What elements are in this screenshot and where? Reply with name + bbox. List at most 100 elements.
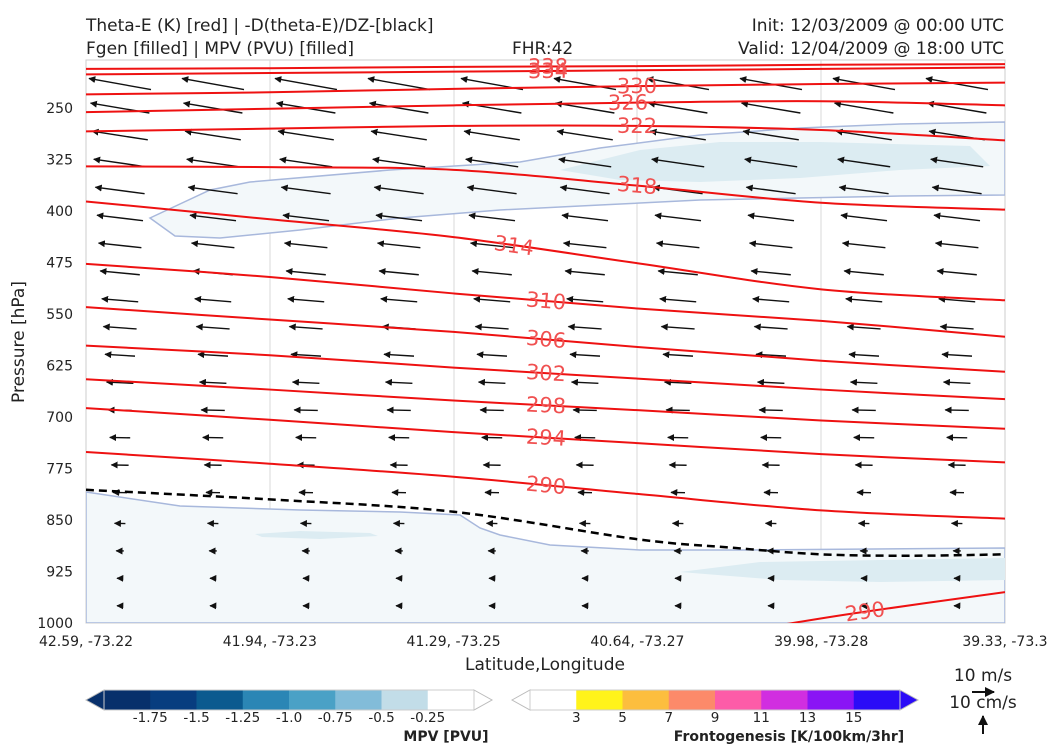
wind-vector bbox=[198, 378, 227, 386]
wind-vector bbox=[750, 268, 791, 276]
colorbar-tick-label: 9 bbox=[711, 710, 720, 726]
theta-e-contour-334 bbox=[86, 66, 1005, 76]
colorbar-tick-label: 7 bbox=[664, 710, 673, 726]
colorbar-tick-label: -1.25 bbox=[225, 710, 260, 726]
colorbar-swatch bbox=[242, 690, 290, 710]
wind-vector bbox=[747, 212, 795, 222]
wind-vector bbox=[742, 128, 799, 141]
wind-key: 10 m/s 10 cm/s bbox=[949, 666, 1017, 734]
colorbar-swatch bbox=[668, 690, 716, 710]
wind-vector bbox=[1030, 271, 1050, 275]
theta-e-contour-290 bbox=[786, 591, 1005, 623]
wind-vector bbox=[657, 268, 698, 276]
wind-vector bbox=[745, 184, 796, 195]
wind-vector bbox=[655, 240, 700, 249]
wind-vector bbox=[939, 323, 974, 331]
wind-vector bbox=[936, 268, 977, 276]
x-axis-ticks: 42.59, -73.22 41.94, -73.23 41.29, -73.25 4… bbox=[39, 634, 1048, 650]
wind-vector bbox=[662, 351, 694, 359]
wind-vector bbox=[848, 351, 880, 359]
wind-vector bbox=[942, 378, 971, 386]
theta-e-contour-310 bbox=[86, 262, 1005, 338]
y-tick-label: 625 bbox=[46, 359, 73, 375]
wind-vector bbox=[562, 240, 607, 249]
theta-e-contour-label: 314 bbox=[492, 231, 535, 260]
wind-vector bbox=[469, 240, 514, 249]
wind-vector bbox=[841, 240, 886, 249]
colorbar-tick-label: 3 bbox=[572, 710, 581, 726]
theta-e-contour-label: 290 bbox=[525, 472, 567, 500]
colorbar-frame bbox=[103, 689, 475, 711]
wind-vector bbox=[96, 212, 144, 222]
colorbar-swatch bbox=[335, 690, 382, 710]
init-time: Init: 12/03/2009 @ 00:00 UTC bbox=[752, 16, 1004, 36]
wind-vector bbox=[105, 378, 134, 386]
wind-vector bbox=[97, 240, 142, 249]
wind-vector bbox=[835, 128, 892, 141]
theta-e-contour-label: 318 bbox=[616, 172, 658, 199]
wind-vector bbox=[838, 184, 889, 195]
colorbar-swatch bbox=[576, 690, 623, 710]
wind-vector bbox=[1024, 159, 1050, 167]
wind-vector bbox=[104, 351, 136, 359]
y-tick-label: 475 bbox=[46, 256, 73, 272]
y-tick-label: 550 bbox=[46, 307, 73, 323]
wind-vector bbox=[287, 295, 325, 303]
colorbar-tick-label: -0.5 bbox=[368, 710, 394, 726]
theta-e-contour-label: 326 bbox=[608, 90, 648, 115]
wind-vector bbox=[564, 268, 605, 276]
wind-vector bbox=[101, 295, 139, 303]
colorbar-tick-label: -0.75 bbox=[318, 710, 353, 726]
wind-vector bbox=[753, 323, 788, 331]
wind-vector bbox=[558, 156, 612, 168]
colorbar-swatch bbox=[807, 690, 855, 710]
colorbar-tick-label: -1.5 bbox=[183, 710, 209, 726]
wind-vector bbox=[473, 295, 511, 303]
wind-vector bbox=[277, 128, 334, 141]
wind-vector bbox=[195, 323, 230, 331]
wind-vector bbox=[378, 268, 419, 276]
wind-vector bbox=[280, 184, 331, 195]
wind-vector bbox=[755, 351, 787, 359]
colorbar-tick-label: 13 bbox=[799, 710, 816, 726]
wind-vector bbox=[931, 184, 982, 195]
colorbar-swatch bbox=[530, 690, 577, 710]
wind-vectors bbox=[88, 76, 1050, 610]
y-tick-label: 925 bbox=[46, 565, 73, 581]
wind-vector bbox=[372, 156, 426, 168]
wind-vector bbox=[561, 212, 609, 222]
theta-e-contour-306 bbox=[86, 306, 1005, 373]
wind-vector bbox=[646, 76, 710, 91]
wind-vector bbox=[837, 156, 891, 168]
wind-vector bbox=[99, 268, 140, 276]
y-tick-label: 325 bbox=[46, 153, 73, 169]
title-line-2: Fgen [filled] | MPV (PVU) [filled] bbox=[86, 39, 354, 59]
x-tick-label: 41.94, -73.23 bbox=[223, 634, 317, 650]
theta-e-contour-294 bbox=[86, 407, 1005, 464]
wind-vector bbox=[654, 212, 702, 222]
wind-vector bbox=[471, 268, 512, 276]
theta-e-contour-label: 334 bbox=[528, 59, 568, 83]
wind-vector bbox=[197, 351, 229, 359]
wind-vector bbox=[465, 156, 519, 168]
valid-time: Valid: 12/04/2009 @ 18:00 UTC bbox=[738, 39, 1004, 59]
theta-e-contour-290 bbox=[86, 451, 1005, 520]
wind-vector bbox=[938, 295, 976, 303]
fgen-colorbar-title: Frontogenesis [K/100km/3hr] bbox=[674, 729, 904, 745]
wind-vector bbox=[383, 351, 415, 359]
wind-vector bbox=[566, 295, 604, 303]
wind-vector bbox=[291, 378, 320, 386]
wind-vector bbox=[285, 268, 326, 276]
wind-vector bbox=[752, 295, 790, 303]
y-tick-label: 850 bbox=[46, 513, 73, 529]
x-tick-label: 42.59, -73.22 bbox=[39, 634, 133, 650]
forecast-hour: FHR:42 bbox=[512, 39, 573, 59]
theta-e-contour-318 bbox=[86, 165, 1005, 211]
wind-vector bbox=[1022, 131, 1050, 140]
fgen-colorbar: 3 5 7 9 11 13 15 bbox=[510, 689, 920, 726]
y-axis-ticks: 250 325 400 475 550 625 700 775 850 925 1000 bbox=[37, 101, 73, 632]
wind-vector bbox=[184, 128, 241, 141]
colorbar-swatch bbox=[427, 690, 475, 710]
wind-vector bbox=[1032, 299, 1050, 302]
